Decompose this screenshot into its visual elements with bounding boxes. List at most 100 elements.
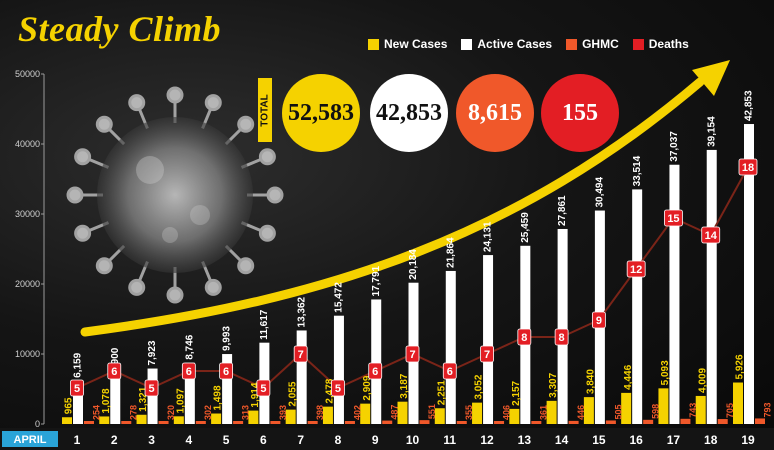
axes: 0 10000 20000 30000 40000 50000: [15, 69, 45, 429]
bar-active-cases: [222, 354, 233, 424]
deaths-marker: [256, 379, 271, 397]
bar-ghmc: [568, 420, 579, 424]
x-tick-label: 19: [741, 433, 755, 447]
bar-ghmc: [643, 419, 654, 424]
label-ghmc: 398: [315, 405, 325, 420]
bar-ghmc: [307, 421, 318, 424]
deaths-marker: [591, 311, 606, 329]
label-deaths: 6: [186, 366, 192, 378]
x-tick-label: 18: [704, 433, 718, 447]
y-tick-label: 0: [35, 419, 40, 429]
y-tick-label: 40000: [15, 139, 40, 149]
label-deaths: 6: [372, 366, 378, 378]
bar-new-cases: [509, 408, 520, 424]
label-new-cases: 1,914: [250, 382, 261, 407]
bar-ghmc: [195, 421, 206, 424]
total-active-cases: 42,853: [370, 74, 448, 152]
label-new-cases: 2,055: [287, 381, 298, 406]
label-deaths: 6: [111, 366, 117, 378]
total-ghmc: 8,615: [456, 74, 534, 152]
bar-active-cases: [669, 164, 680, 424]
x-tick-label: 12: [480, 433, 494, 447]
label-deaths: 15: [667, 213, 679, 225]
bar-new-cases: [397, 401, 408, 424]
label-active-cases: 25,459: [520, 212, 531, 243]
bar-new-cases: [695, 395, 706, 424]
bar-ghmc: [158, 421, 169, 424]
label-deaths: 9: [596, 315, 602, 327]
x-tick-label: 11: [443, 433, 456, 447]
x-tick-label: 16: [629, 433, 643, 447]
bar-active-cases: [445, 270, 456, 424]
bar-active-cases: [706, 149, 717, 424]
legend-swatch-active-cases: [461, 38, 473, 50]
bar-active-cases: [483, 255, 494, 424]
bar-ghmc: [456, 421, 467, 424]
y-tick-label: 20000: [15, 279, 40, 289]
label-ghmc: 705: [725, 403, 735, 418]
label-new-cases: 3,052: [474, 374, 485, 399]
x-axis-label: APRIL: [14, 434, 47, 446]
bar-new-cases: [136, 414, 147, 424]
bar-active-cases: [110, 375, 121, 424]
deaths-marker: [144, 379, 159, 397]
label-ghmc: 302: [203, 405, 213, 420]
label-new-cases: 4,009: [697, 367, 708, 392]
label-active-cases: 8,746: [184, 334, 195, 359]
label-deaths: 14: [705, 230, 718, 242]
label-new-cases: 2,157: [511, 380, 522, 405]
bar-new-cases: [285, 409, 296, 424]
label-ghmc: 313: [240, 405, 250, 420]
bar-ghmc: [755, 418, 765, 424]
label-ghmc: 487: [390, 405, 400, 420]
x-tick-label: 2: [111, 433, 118, 447]
label-ghmc: 406: [501, 405, 511, 420]
y-tick-label: 50000: [15, 69, 40, 79]
bar-new-cases: [583, 397, 594, 424]
y-tick-label: 30000: [15, 209, 40, 219]
bar-new-cases: [99, 416, 110, 424]
label-new-cases: 2,478: [325, 378, 336, 403]
label-deaths: 6: [223, 366, 229, 378]
label-deaths: 7: [484, 349, 490, 361]
label-ghmc: 361: [539, 405, 549, 420]
bar-new-cases: [472, 402, 483, 424]
bar-ghmc: [84, 421, 94, 424]
bar-active-cases: [632, 189, 643, 424]
label-deaths: 12: [630, 264, 642, 276]
label-active-cases: 21,864: [445, 237, 456, 268]
label-new-cases: 2,251: [436, 380, 447, 405]
y-tick-label: 10000: [15, 349, 40, 359]
bar-ghmc: [233, 421, 244, 424]
bar-active-cases: [371, 299, 382, 424]
bar-active-cases: [184, 362, 195, 424]
label-new-cases: 1,078: [101, 388, 112, 413]
bar-ghmc: [531, 421, 542, 424]
x-tick-label: 9: [372, 433, 379, 447]
deaths-marker: [626, 260, 646, 278]
label-active-cases: 6,900: [110, 347, 121, 372]
deaths-marker: [368, 362, 383, 380]
label-ghmc: 446: [576, 405, 586, 420]
label-new-cases: 1,097: [175, 388, 186, 413]
label-deaths: 5: [74, 383, 80, 395]
label-new-cases: 1,321: [138, 386, 149, 411]
totals-label: TOTAL: [258, 78, 272, 142]
label-ghmc: 598: [651, 404, 661, 419]
x-tick-label: 4: [185, 433, 192, 447]
bar-active-cases: [296, 330, 307, 424]
label-active-cases: 11,617: [259, 309, 270, 339]
label-deaths: 5: [148, 383, 154, 395]
deaths-marker: [664, 209, 683, 227]
label-deaths: 5: [260, 383, 266, 395]
legend: New Cases Active Cases GHMC Deaths: [368, 36, 689, 52]
bar-ghmc: [419, 420, 430, 424]
deaths-marker: [517, 328, 532, 346]
legend-label-active-cases: Active Cases: [477, 37, 553, 51]
legend-item-new-cases: New Cases: [368, 37, 447, 51]
deaths-marker: [442, 362, 457, 380]
label-active-cases: 9,993: [222, 326, 233, 351]
label-new-cases: 5,093: [660, 360, 671, 385]
deaths-marker: [293, 345, 308, 363]
